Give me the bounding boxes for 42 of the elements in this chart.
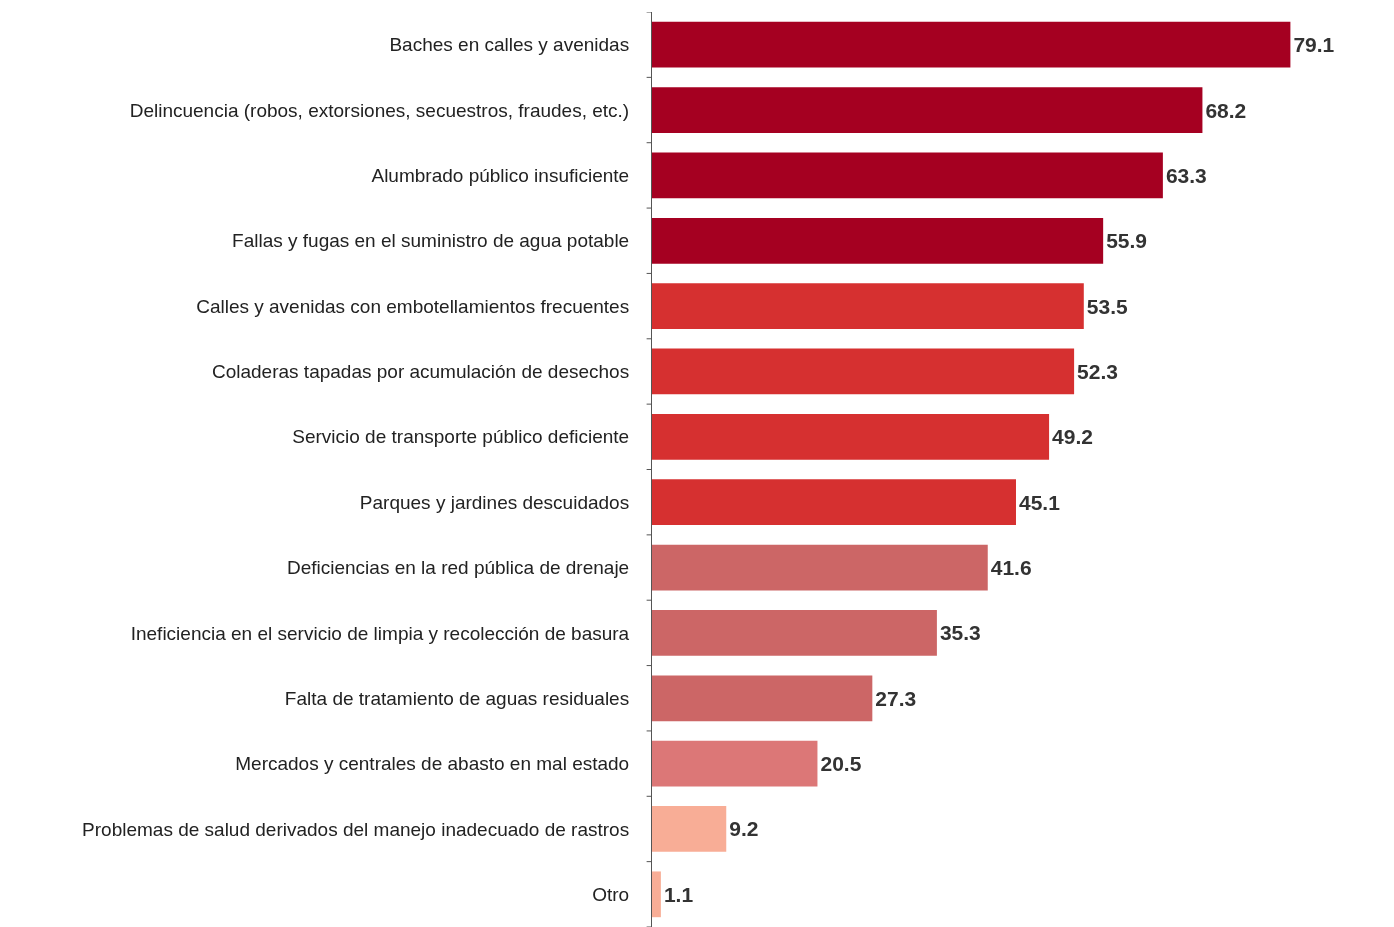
bar — [652, 152, 1163, 199]
y-tick-label: Alumbrado público insuficiente — [371, 165, 630, 187]
data-label: 20.5 — [820, 752, 862, 776]
data-label: 49.2 — [1052, 425, 1093, 449]
bar — [652, 675, 873, 722]
bar — [652, 87, 1203, 133]
y-tick-label: Otro — [592, 883, 630, 905]
y-tick-label: Falta de tratamiento de aguas residuales — [284, 687, 630, 709]
bar — [652, 413, 1050, 460]
bar — [652, 283, 1084, 329]
y-tick-label: Deficiencias en la red pública de drenaje — [286, 557, 630, 579]
data-label: 1.1 — [663, 882, 694, 906]
data-label: 68.2 — [1205, 98, 1247, 122]
data-label: 55.9 — [1106, 229, 1148, 253]
y-tick-label: Coladeras tapadas por acumulación de desechos — [211, 361, 630, 383]
data-label: 35.3 — [939, 621, 981, 645]
data-label: 27.3 — [875, 686, 917, 710]
y-tick-label: Fallas y fugas en el suministro de agua potable — [232, 230, 630, 252]
data-label: 45.1 — [1018, 490, 1061, 514]
bar — [652, 740, 818, 787]
data-label: 63.3 — [1165, 163, 1207, 187]
y-tick-label: Ineficiencia en el servicio de limpia y recolección de basura — [130, 622, 630, 644]
y-tick-label: Parques y jardines descuidados — [359, 491, 630, 513]
bar — [652, 871, 661, 918]
y-tick-label: Calles y avenidas con embotellamientos frecuentes — [196, 295, 630, 317]
bar — [652, 610, 937, 656]
data-label: 53.5 — [1086, 294, 1128, 318]
y-tick-label: Delincuencia (robos, extorsiones, secuestros, fraudes, etc.) — [129, 99, 630, 121]
data-label: 41.6 — [990, 556, 1032, 580]
bar — [652, 544, 988, 591]
bar — [652, 806, 727, 852]
data-label: 9.2 — [729, 817, 759, 841]
bar — [652, 348, 1075, 395]
y-tick-label: Mercados y centrales de abasto en mal estado — [235, 753, 630, 775]
bar — [652, 21, 1291, 68]
bar — [652, 479, 1016, 526]
y-tick-label: Baches en calles y avenidas — [389, 34, 630, 56]
bar — [652, 217, 1104, 264]
data-label: 79.1 — [1293, 33, 1335, 57]
y-tick-label: Servicio de transporte público deficiente — [292, 426, 630, 448]
data-label: 52.3 — [1077, 359, 1118, 383]
y-tick-label: Problemas de salud derivados del manejo inadecuado de rastros — [82, 818, 630, 840]
